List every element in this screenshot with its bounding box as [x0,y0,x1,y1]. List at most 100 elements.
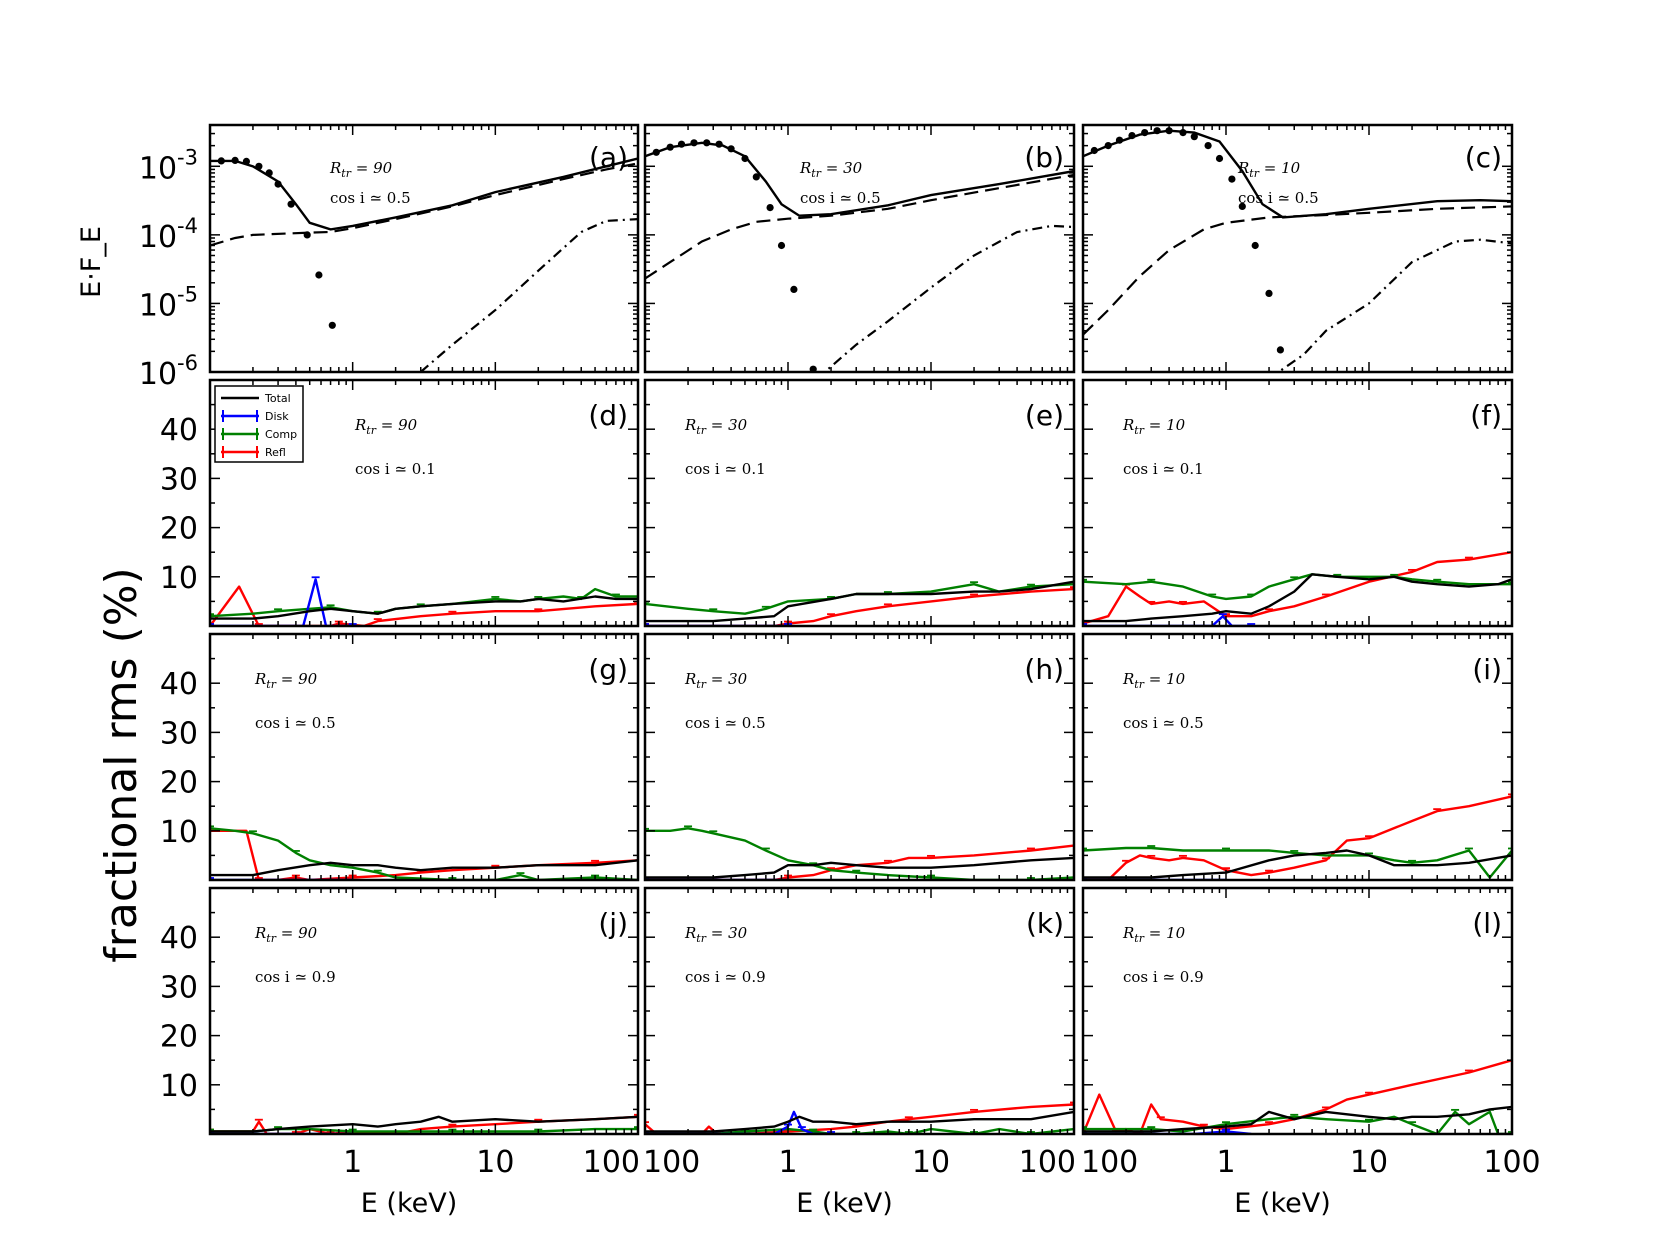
y-tick-exponent: -6 [177,351,198,375]
reflection-dashdot-line [1276,238,1512,372]
y-tick-label: 20 [160,1020,198,1055]
rtr-subscript: tr [1134,932,1144,945]
cosi-annotation: cos i ≃ 0.1 [685,460,766,478]
total-line [210,595,638,620]
plot-area [645,580,1074,626]
y-tick-label: 20 [160,512,198,547]
disk-dot-point [1141,129,1149,137]
rtr-annotation: Rtr = 90 [254,670,318,691]
rtr-subscript: tr [1134,424,1144,437]
disk-dot-point [303,231,311,239]
disk-line [210,578,353,626]
plot-area [210,1113,638,1134]
x-tick-label: 100 [1483,1145,1540,1180]
rtr-symbol: R [684,924,696,942]
legend-label-disk: Disk [265,410,289,423]
rtr-annotation: Rtr = 30 [684,670,748,691]
x-tick-label: 100 [1019,1145,1076,1180]
total-line [210,1115,638,1133]
rtr-symbol: R [1122,670,1134,688]
legend-label-comp: Comp [265,428,297,441]
x-tick-label: 1 [1216,1145,1235,1180]
y-tick-label: 10-3 [139,145,198,186]
refl-line [210,585,638,626]
disk-dot-point [1104,142,1112,150]
rtr-annotation: Rtr = 90 [329,159,393,180]
y-tick-base: 10 [139,220,177,255]
comptonization-dashed-line [1083,205,1512,336]
rtr-annotation: Rtr = 10 [1122,924,1186,945]
disk-dot-point [255,162,263,170]
rtr-symbol: R [1122,924,1134,942]
disk-dot-point [231,156,239,164]
y-tick-exponent: -4 [177,214,198,238]
disk-dot-point [677,140,686,148]
cosi-annotation: cos i ≃ 0.5 [685,714,766,732]
rtr-annotation: Rtr = 30 [799,159,863,180]
disk-dot-point [328,321,336,329]
legend: Total Disk Comp Refl [214,385,304,463]
y-tick-label: 30 [160,462,198,497]
total-line [1083,1105,1512,1133]
x-axis-title: E (keV) [796,1188,892,1219]
cosi-annotation: cos i ≃ 0.5 [255,714,336,732]
disk-dot-point [287,200,295,208]
x-tick-label: 10 [476,1145,514,1180]
plot-area [1083,551,1512,626]
rtr-symbol: R [1122,416,1134,434]
rtr-value: = 30 [706,670,748,688]
rtr-subscript: tr [811,167,821,180]
total-line [1083,573,1512,623]
cosi-annotation: cos i ≃ 0.9 [255,968,336,986]
disk-dot-point [666,143,674,151]
plot-area [1083,793,1512,880]
disk-dot-point [727,145,735,153]
disk-line [645,1110,831,1134]
comp-line [1083,573,1512,601]
disk-dot-point [715,140,723,148]
spectrum-y-axis-title: E·F_E [76,226,107,298]
rtr-annotation: Rtr = 30 [684,924,748,945]
rtr-subscript: tr [266,932,276,945]
comp-line [1083,846,1512,879]
rtr-subscript: tr [696,424,706,437]
y-tick-base: 10 [139,151,177,186]
disk-dot-point [652,148,660,156]
disk-dot-point [1238,202,1246,210]
disk-line [1083,615,1252,626]
plot-area [1083,1059,1512,1134]
panel-label: (g) [588,653,628,686]
x-axis-title: E (keV) [1234,1188,1330,1219]
x-tick-label: 100 [583,1145,640,1180]
disk-dot-point [690,139,698,147]
x-tick-label: 10 [1350,1145,1388,1180]
disk-dot-point [766,204,774,212]
y-tick-exponent: -3 [177,145,198,169]
cosi-annotation: cos i ≃ 0.5 [1123,714,1204,732]
y-tick-label: 40 [160,667,198,702]
y-tick-label: 10 [160,561,198,596]
comp-line [210,827,638,880]
disk-dot-point [752,173,760,181]
x-tick-label: 1 [343,1145,362,1180]
disk-dot-point [1251,241,1259,250]
rtr-symbol: R [799,159,811,177]
rtr-value: = 30 [706,924,748,942]
total-spectrum-line [645,141,1074,217]
rms-panel-i: (i) Rtr = 10 cos i ≃ 0.5 [1081,632,1514,882]
refl-line [645,587,1074,626]
plot-area [210,576,638,626]
disk-dot-point [1128,132,1136,140]
disk-dot-point [1165,127,1173,135]
plot-area [210,156,638,372]
y-axis-titles: E·F_E fractional rms (%) [76,226,147,963]
y-tick-label: 10 [160,1069,198,1104]
y-tick-label: 10-4 [139,214,198,255]
panel-label: (i) [1472,653,1502,686]
disk-dot-point [265,169,273,177]
rtr-annotation: Rtr = 10 [1122,416,1186,437]
rms-panel-l: 1 10 100 100 E (keV) (l) Rtr = 10 cos i ≃ 0.9 [1081,886,1541,1219]
rtr-value: = 90 [276,924,318,942]
legend-label-total: Total [264,392,291,405]
